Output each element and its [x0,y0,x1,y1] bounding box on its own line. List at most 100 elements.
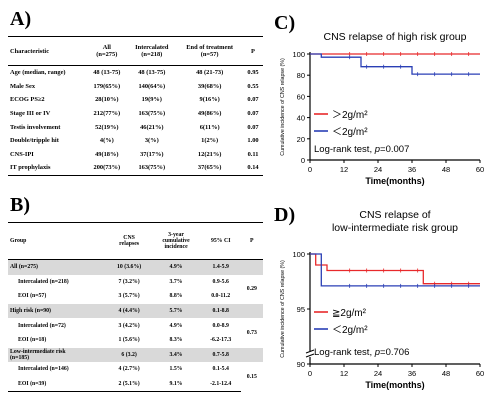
y-tick-label: 40 [297,114,305,123]
table-cell: -2.1-12.4 [200,376,241,393]
table-cell: Intercalated (n=218) [18,278,69,285]
y-tick-label: 80 [297,71,305,80]
table-cell: All (n=275) [8,259,107,275]
table-cell: EOI (n=39) [8,376,107,393]
axis-break-mark [305,353,315,358]
table-cell: 19(9%) [141,96,162,104]
table-cell: 0.1-5.4 [212,366,229,373]
axis-break-gap [306,351,314,357]
table-cell: Testis involvement [10,123,61,131]
table-cell: 0.55 [247,82,259,90]
table-cell: 48 (13-75) [138,69,166,77]
legend-entry: ＜2g/m² [332,127,368,138]
table-row: Low-intermediate risk (n=185) 6 (3.2) 3.4% 0… [8,347,263,363]
table-cell: 0.07 [247,123,259,131]
table-cell: 3(%) [144,137,159,145]
p-value-cell: 0.29 [246,286,257,293]
x-tick-label: 24 [374,165,382,174]
table-cell: 3.7% [169,278,183,285]
table-a-header-col-all: All (n=275) [86,36,128,66]
x-tick-label: 12 [340,369,348,378]
table-b-header-col-cns-relapses: CNS relapses [106,222,152,260]
table-cell: 9.1% [151,376,201,393]
log-rank-annotation: Log-rank test, p=0.706 [314,347,409,358]
y-tick-label: 0 [301,156,305,165]
table-a-header-col-end-of-treatment: End of treatment (n=57) [176,36,244,66]
table-cell: 0.95 [247,69,259,77]
table-cell: 0.14 [243,161,263,176]
p-value-cell: 0.15 [246,374,257,380]
table-cell-empty [240,347,263,363]
table-cell: EOI (n=18) [18,337,47,344]
table-cell: 9(16%) [199,96,220,104]
table-cell: 163(75%) [127,161,177,176]
x-tick-label: 0 [308,369,312,378]
table-cell: 3 (5.7%) [118,293,140,300]
y-axis-label: Cumulative incidence of CNS relapse (%) [280,58,286,156]
table-cell: Intercalated (n=146) [18,366,69,373]
cns-relapse-table: Group CNS relapses 3-year cumulative incidenc… [8,222,263,393]
x-tick-label: 36 [408,369,416,378]
table-cell: 28(10%) [95,96,119,104]
legend-entry: ≧2g/m² [332,308,367,319]
table-cell: 200(73%) [86,161,128,176]
table-cell: Low-intermediate risk (n=185) [8,347,107,363]
panel-label-b: B) [10,194,30,216]
x-tick-label: 36 [408,165,416,174]
table-b-header-col-95ci: 95% CI [200,222,241,260]
table-cell: Male Sex [10,82,36,90]
table-row: CNS-IPI 49(18%) 37(17%) 12(21%) 0.11 [8,148,263,162]
table-cell: ECOG PS≥2 [10,96,45,104]
table-row: Stage III or IV 212(77%) 163(75%) 49(86%) 0.… [8,107,263,121]
table-cell: 0.0-8.9 [212,322,229,329]
table-b-header-col-p: P [240,222,263,260]
table-row: Double/tripple hit 4(%) 3(%) 1(2%) 1.00 [8,134,263,148]
table-cell: 4.9% [169,322,183,329]
table-cell: 6(11%) [199,123,220,131]
axis-break-mark [305,349,315,354]
table-cell: 8.3% [169,337,183,344]
y-tick-label: 100 [292,50,305,59]
table-cell: 4.9% [151,259,201,275]
table-cell-empty [240,259,263,275]
table-cell: 48 (13-75) [93,69,121,77]
series-line-red [310,253,480,285]
table-a-header-col-p: P [243,36,263,66]
table-cell: 39(68%) [197,82,222,90]
table-cell: 12(21%) [197,150,222,158]
table-cell: 1(2%) [201,137,219,145]
table-cell: -6.2-17.3 [210,337,232,344]
table-cell: Stage III or IV [10,110,51,118]
x-tick-label: 24 [374,369,382,378]
x-tick-label: 48 [442,369,450,378]
table-cell: 4 (2.7%) [118,366,140,373]
table-cell: 48 (21-73) [196,69,224,77]
table-cell: 52(19%) [95,123,119,131]
table-cell: 2 (5.1%) [106,376,152,393]
table-row: Intercalated (n=146) 4 (2.7%) 1.5% 0.1-5.4 0… [8,362,263,380]
y-tick-label: 100 [292,250,305,259]
table-cell: 0.07 [247,96,259,104]
table-row: Age (median, range) 48 (13-75) 48 (13-75) 4… [8,66,263,80]
table-cell: 1.00 [247,137,259,145]
km-chart-high-risk: CNS relapse of high risk group Cumulative… [280,31,484,186]
table-row: Male Sex 179(65%) 140(64%) 39(68%) 0.55 [8,80,263,94]
table-cell: 6 (3.2) [106,347,152,363]
table-row: EOI (n=57) 3 (5.7%) 8.8% 0.0-11.2 [8,289,263,304]
legend-entry: ＞2g/m² [332,110,368,121]
table-cell: 0.0-11.2 [211,293,231,300]
panel-label-a: A) [10,8,32,30]
table-b-header-col-3yr-incidence: 3-year cumulative incidence [151,222,201,260]
table-cell: 1.4-5.9 [200,259,241,275]
table-cell: Double/tripple hit [10,137,59,145]
table-cell: Intercalated (n=72) [18,322,66,329]
table-row: Intercalated (n=72) 3 (4.2%) 4.9% 0.0-8.9 0.… [8,318,263,336]
table-cell: 5.7% [151,303,201,319]
panel-label-c: C) [274,12,296,34]
table-cell: 212(77%) [93,110,121,118]
table-cell: 140(64%) [138,82,166,90]
x-tick-label: 60 [476,165,484,174]
y-tick-label: 60 [297,92,305,101]
table-cell: 1 (5.6%) [118,337,140,344]
